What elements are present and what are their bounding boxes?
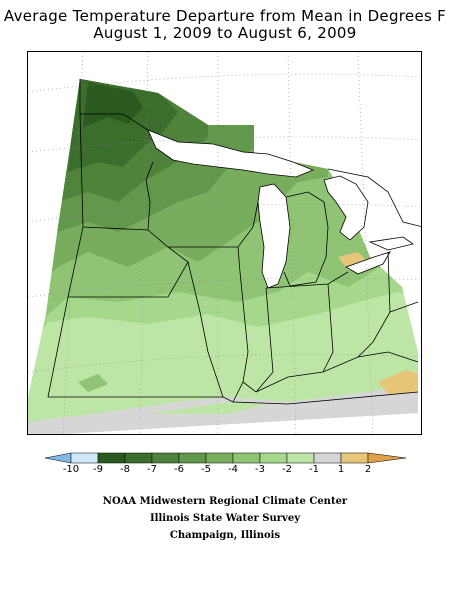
legend-swatch-minus-8-to-minus-7	[124, 452, 153, 464]
legend-swatch-minus-5-to-minus-4	[205, 452, 234, 464]
kentucky-tennessee-border	[232, 391, 419, 405]
legend-label: -5	[201, 464, 211, 475]
legend-label: -10	[62, 464, 80, 475]
map-title: Average Temperature Departure from Mean …	[3, 7, 447, 25]
color-legend	[44, 452, 407, 464]
zone-plus-1-to-plus-2	[378, 370, 418, 394]
legend-label: -2	[282, 464, 292, 475]
legend-swatch-minus-1-to-plus-1	[313, 452, 342, 464]
temperature-departure-map	[28, 52, 421, 434]
legend-swatch-minus-2-to-minus-1	[286, 452, 315, 464]
map-date-range: August 1, 2009 to August 6, 2009	[93, 24, 357, 42]
graticule	[28, 52, 421, 434]
missouri-border	[47, 296, 223, 398]
legend-swatch-minus-9-to-minus-8	[97, 452, 126, 464]
zone-minus-2-to-minus-1-south	[148, 402, 268, 414]
legend-swatch-minus-10-to-minus-9	[70, 452, 99, 464]
legend-swatch-minus-3-to-minus-2	[259, 452, 288, 464]
legend-swatch-plus-1-to-plus-2	[340, 452, 369, 464]
legend-label: 2	[364, 464, 372, 475]
iowa-border	[67, 226, 189, 298]
legend-swatch-minus-6-to-minus-5	[178, 452, 207, 464]
legend-label: -1	[309, 464, 319, 475]
legend-label: -9	[93, 464, 103, 475]
minnesota-wisconsin-border	[145, 161, 154, 231]
lake-ontario	[368, 236, 414, 251]
lake-superior	[147, 129, 315, 178]
legend-label: -3	[255, 464, 265, 475]
legend-swatch-above-plus-2	[367, 452, 407, 464]
legend-label: -7	[147, 464, 157, 475]
legend-label: -6	[174, 464, 184, 475]
canada-border	[79, 79, 149, 131]
lake-erie	[345, 251, 391, 275]
great-lakes	[147, 129, 414, 289]
legend-swatch-below-minus-10	[44, 452, 72, 464]
map-frame	[27, 51, 422, 435]
lake-michigan	[257, 183, 291, 289]
illinois-border	[187, 246, 249, 403]
michigan-lower-peninsula	[283, 191, 329, 287]
credit-survey: Illinois State Water Survey	[149, 513, 301, 524]
wisconsin-illinois-border	[168, 201, 259, 248]
zone-minus-9-to-minus-8	[83, 82, 143, 127]
legend-swatch-minus-4-to-minus-3	[232, 452, 261, 464]
lake-huron	[323, 175, 369, 241]
legend-label: -4	[228, 464, 238, 475]
kentucky-border	[255, 351, 419, 393]
zone-minus-4-to-minus-3-sw	[78, 374, 108, 392]
credit-organization: NOAA Midwestern Regional Climate Center	[102, 496, 348, 507]
legend-swatch-minus-7-to-minus-6	[151, 452, 180, 464]
ohio-border	[322, 283, 334, 373]
legend-label: -8	[120, 464, 130, 475]
pennsylvania-border	[389, 301, 419, 313]
legend-label: 1	[337, 464, 345, 475]
state-boundaries	[47, 79, 421, 405]
pennsylvania-ohio-border	[357, 251, 391, 358]
canada-border-east	[327, 168, 421, 227]
indiana-border	[242, 287, 274, 393]
credit-location: Champaign, Illinois	[169, 530, 281, 541]
